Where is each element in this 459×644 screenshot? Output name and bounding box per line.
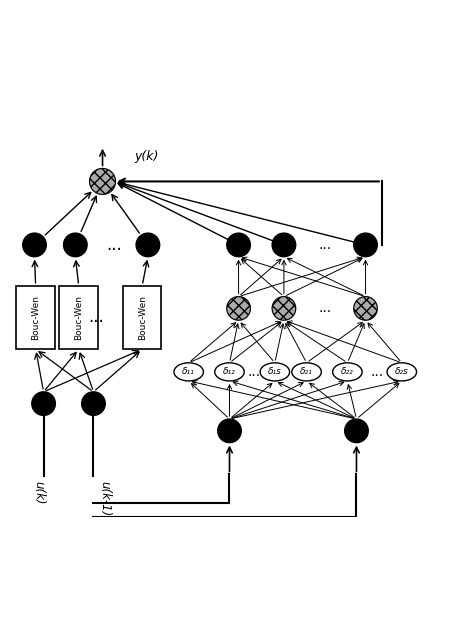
Text: δ₁₂: δ₁₂ [223, 367, 236, 376]
Text: u(k): u(k) [33, 480, 45, 504]
Ellipse shape [292, 363, 321, 381]
Text: δ₂s: δ₂s [395, 367, 409, 376]
FancyBboxPatch shape [60, 286, 98, 349]
Circle shape [218, 419, 241, 442]
Circle shape [63, 233, 87, 257]
Circle shape [90, 169, 116, 194]
Text: Bouc-Wen: Bouc-Wen [138, 295, 147, 340]
Circle shape [32, 392, 56, 415]
Text: δ₂₁: δ₂₁ [300, 367, 313, 376]
Text: ...: ... [248, 365, 261, 379]
Ellipse shape [387, 363, 417, 381]
Ellipse shape [215, 363, 244, 381]
Circle shape [272, 297, 296, 320]
Text: y(k): y(k) [134, 150, 159, 164]
Text: Bouc-Wen: Bouc-Wen [74, 295, 83, 340]
Text: ...: ... [318, 301, 331, 316]
Circle shape [23, 233, 46, 257]
Ellipse shape [260, 363, 290, 381]
Circle shape [272, 233, 296, 257]
Circle shape [354, 297, 377, 320]
Text: δ₂₂: δ₂₂ [341, 367, 354, 376]
Text: ...: ... [106, 236, 122, 254]
Text: ...: ... [370, 365, 383, 379]
Circle shape [227, 233, 250, 257]
Circle shape [136, 233, 160, 257]
Circle shape [354, 233, 377, 257]
Text: ...: ... [318, 238, 331, 252]
Text: δ₁s: δ₁s [268, 367, 282, 376]
Circle shape [345, 419, 368, 442]
Text: δ₁₁: δ₁₁ [182, 367, 195, 376]
Text: ...: ... [88, 308, 104, 327]
FancyBboxPatch shape [123, 286, 162, 349]
Circle shape [227, 297, 250, 320]
FancyBboxPatch shape [17, 286, 55, 349]
Circle shape [82, 392, 105, 415]
Text: Bouc-Wen: Bouc-Wen [31, 295, 40, 340]
Ellipse shape [174, 363, 203, 381]
Ellipse shape [333, 363, 362, 381]
Text: u(k-1): u(k-1) [98, 480, 111, 516]
